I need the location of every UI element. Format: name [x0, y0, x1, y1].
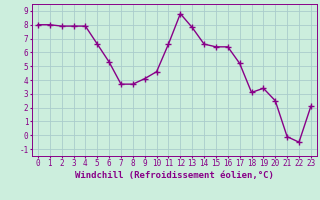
X-axis label: Windchill (Refroidissement éolien,°C): Windchill (Refroidissement éolien,°C)	[75, 171, 274, 180]
